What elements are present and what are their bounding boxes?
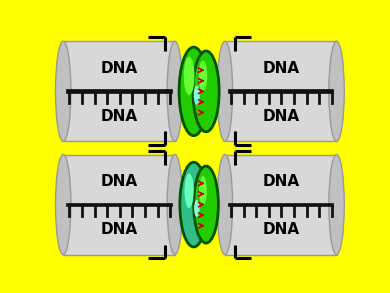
Bar [225, 41, 337, 142]
Ellipse shape [55, 41, 71, 142]
Ellipse shape [193, 51, 219, 132]
Ellipse shape [191, 76, 209, 130]
Bar [63, 154, 175, 255]
Bar [63, 41, 175, 142]
Ellipse shape [217, 41, 232, 142]
Bar [228, 89, 333, 93]
Ellipse shape [184, 57, 195, 95]
Ellipse shape [199, 176, 207, 205]
Text: DNA: DNA [262, 109, 299, 124]
Text: DNA: DNA [262, 174, 299, 189]
Ellipse shape [179, 47, 208, 136]
Ellipse shape [167, 154, 183, 255]
Text: DNA: DNA [262, 61, 299, 76]
Bar [225, 154, 337, 255]
Text: DNA: DNA [101, 61, 138, 76]
Bar [66, 89, 172, 93]
Ellipse shape [194, 200, 200, 217]
Ellipse shape [184, 173, 194, 208]
Text: DNA: DNA [101, 174, 138, 189]
Ellipse shape [191, 191, 208, 241]
Text: DNA: DNA [101, 109, 138, 124]
Ellipse shape [329, 154, 344, 255]
Ellipse shape [55, 154, 71, 255]
Bar [228, 203, 333, 207]
Text: DNA: DNA [262, 222, 299, 237]
Text: DNA: DNA [101, 222, 138, 237]
Ellipse shape [217, 154, 232, 255]
Bar [66, 203, 172, 207]
Ellipse shape [167, 41, 183, 142]
Ellipse shape [194, 86, 200, 105]
Ellipse shape [199, 61, 207, 91]
Ellipse shape [329, 41, 344, 142]
Ellipse shape [194, 166, 218, 243]
Ellipse shape [180, 162, 207, 247]
